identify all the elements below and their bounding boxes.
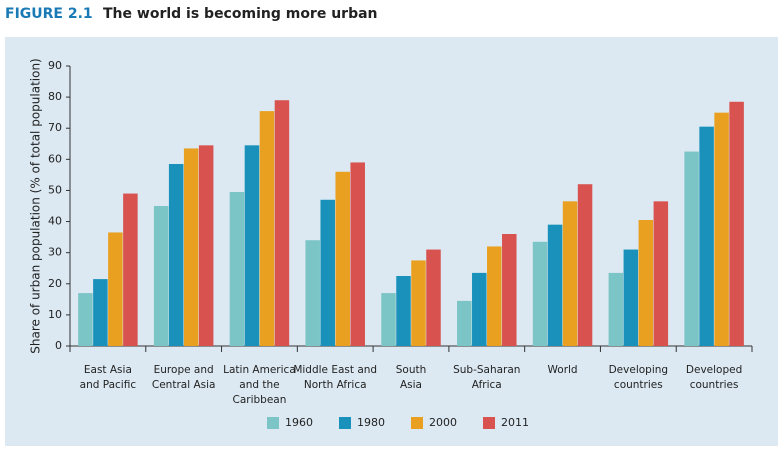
bar xyxy=(699,126,714,347)
bar xyxy=(381,293,396,346)
y-tick-label: 50 xyxy=(48,183,62,196)
bar xyxy=(502,234,517,346)
bar xyxy=(320,199,335,346)
bar xyxy=(623,249,639,346)
bar xyxy=(93,279,108,346)
bar xyxy=(183,148,199,346)
bar xyxy=(396,276,411,346)
bar xyxy=(608,272,624,346)
bar xyxy=(457,300,472,346)
legend-label: 1960 xyxy=(285,416,313,429)
bar xyxy=(411,260,426,346)
bar xyxy=(729,101,744,347)
bar xyxy=(108,232,123,346)
figure-label: FIGURE 2.1 xyxy=(5,6,93,22)
bar xyxy=(547,224,563,346)
x-tick-label: Europe and Central Asia xyxy=(152,364,216,391)
bar xyxy=(259,111,275,346)
bar xyxy=(562,201,578,346)
bar xyxy=(577,184,593,346)
bar xyxy=(532,241,548,346)
bar xyxy=(714,112,729,347)
bar xyxy=(350,162,365,346)
legend-swatch xyxy=(483,417,495,429)
y-tick-label: 40 xyxy=(48,215,62,228)
x-tick-label: Latin America and the Caribbean xyxy=(223,364,296,406)
y-tick-label: 0 xyxy=(55,339,62,352)
x-tick-label: East Asia and Pacific xyxy=(80,364,137,391)
legend-swatch xyxy=(411,417,423,429)
bar xyxy=(244,145,260,346)
legend-swatch xyxy=(339,417,351,429)
legend-label: 2011 xyxy=(501,416,529,429)
legend-label: 2000 xyxy=(429,416,457,429)
legend-label: 1980 xyxy=(357,416,385,429)
y-tick-label: 30 xyxy=(48,246,62,259)
bar xyxy=(487,246,502,346)
bar xyxy=(123,193,138,346)
y-tick-label: 70 xyxy=(48,121,62,134)
bar xyxy=(472,272,487,346)
bar xyxy=(684,151,699,346)
x-tick-label: Developed countries xyxy=(686,364,742,391)
y-tick-label: 90 xyxy=(48,59,62,72)
x-tick-label: South Asia xyxy=(396,364,427,391)
bar xyxy=(274,100,290,346)
x-tick-label: Middle East and North Africa xyxy=(293,364,377,391)
x-tick-label: World xyxy=(548,364,578,376)
x-tick-label: Developing countries xyxy=(609,364,668,391)
x-tick-label: Sub-Saharan Africa xyxy=(453,364,520,391)
bar xyxy=(653,201,669,346)
bar xyxy=(78,293,93,346)
bar xyxy=(335,171,350,346)
bar xyxy=(426,249,441,346)
bar xyxy=(168,164,184,346)
legend-swatch xyxy=(267,417,279,429)
y-tick-label: 10 xyxy=(48,308,62,321)
y-tick-label: 60 xyxy=(48,152,62,165)
bar xyxy=(153,206,169,346)
bar xyxy=(305,240,320,346)
bar xyxy=(229,192,245,346)
y-axis-label: Share of urban population (% of total po… xyxy=(29,58,43,354)
bar xyxy=(198,145,214,346)
chart-title: The world is becoming more urban xyxy=(103,6,378,22)
y-tick-label: 80 xyxy=(48,90,62,103)
bar xyxy=(638,220,654,346)
y-tick-label: 20 xyxy=(48,277,62,290)
